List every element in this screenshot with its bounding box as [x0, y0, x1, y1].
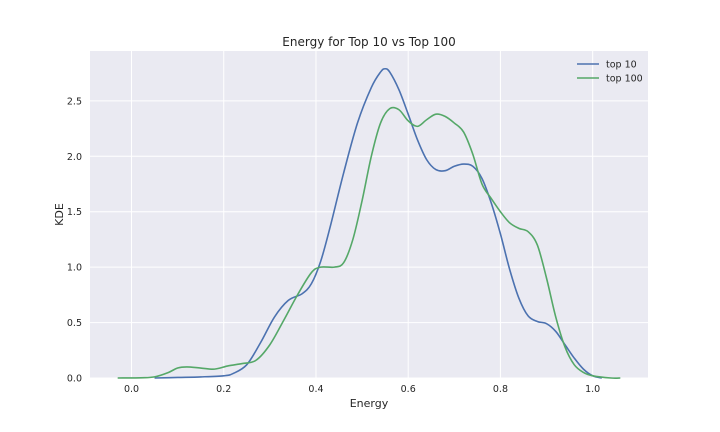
series-lines: [117, 67, 621, 379]
x-tick-label: 1.0: [585, 384, 600, 395]
y-tick-label: 0.5: [67, 318, 82, 329]
y-tick-label: 2.0: [67, 152, 82, 163]
x-tick-label: 0.6: [401, 384, 416, 395]
x-tick-label: 0.4: [308, 384, 323, 395]
legend-label: top 10: [606, 60, 637, 71]
y-tick-label: 2.5: [67, 96, 82, 107]
y-axis-label: KDE: [53, 203, 66, 226]
series-line-top-100: [117, 106, 621, 379]
series-line-top-10: [154, 67, 603, 379]
plot-area: [90, 51, 648, 378]
x-axis-label: Energy: [350, 397, 389, 410]
x-tick-label: 0.8: [493, 384, 508, 395]
chart-title: Energy for Top 10 vs Top 100: [282, 35, 455, 49]
y-tick-label: 1.5: [67, 207, 82, 218]
legend: top 10 top 100: [577, 60, 643, 85]
x-tick-label: 0.0: [124, 384, 139, 395]
y-tick-label: 0.0: [67, 374, 82, 385]
y-tick-labels: 0.0 0.5 1.0 1.5 2.0 2.5: [67, 96, 82, 384]
x-tick-label: 0.2: [216, 384, 231, 395]
legend-label: top 100: [606, 74, 643, 85]
y-tick-label: 1.0: [67, 263, 82, 274]
x-tick-labels: 0.0 0.2 0.4 0.6 0.8 1.0: [124, 384, 600, 395]
